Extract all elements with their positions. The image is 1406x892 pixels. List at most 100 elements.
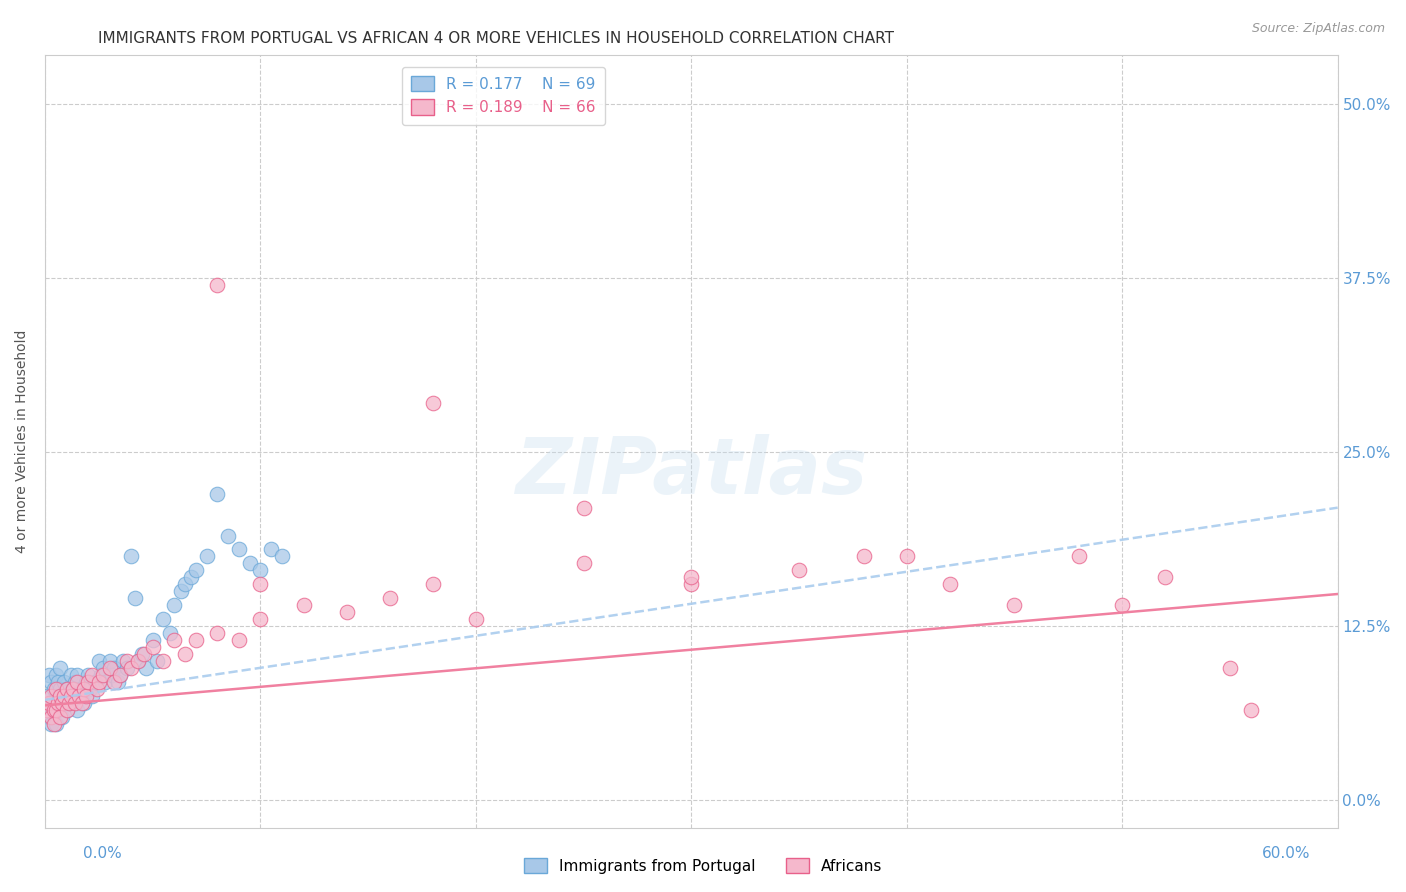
Point xyxy=(572,500,595,515)
Point xyxy=(127,654,149,668)
Point xyxy=(42,681,65,696)
Point xyxy=(51,689,73,703)
Point xyxy=(1154,570,1177,584)
Point xyxy=(896,549,918,564)
Point xyxy=(127,654,149,668)
Point xyxy=(336,605,359,619)
Point xyxy=(249,563,271,577)
Point xyxy=(37,702,59,716)
Point xyxy=(62,681,84,696)
Point xyxy=(110,667,132,681)
Point xyxy=(46,696,69,710)
Point xyxy=(228,632,250,647)
Point xyxy=(91,661,114,675)
Point xyxy=(422,396,444,410)
Point xyxy=(94,674,117,689)
Point xyxy=(69,689,91,703)
Point xyxy=(79,681,101,696)
Point xyxy=(1240,702,1263,716)
Point xyxy=(87,674,110,689)
Point xyxy=(681,570,703,584)
Point xyxy=(45,696,67,710)
Point xyxy=(87,654,110,668)
Point xyxy=(110,667,132,681)
Point xyxy=(45,681,67,696)
Point xyxy=(184,563,207,577)
Point xyxy=(41,674,63,689)
Point xyxy=(45,716,67,731)
Point xyxy=(103,674,125,689)
Point xyxy=(159,626,181,640)
Point xyxy=(422,577,444,591)
Point xyxy=(207,277,229,292)
Point xyxy=(37,689,59,703)
Text: 0.0%: 0.0% xyxy=(83,847,122,861)
Point xyxy=(217,528,239,542)
Point xyxy=(142,632,165,647)
Text: Source: ZipAtlas.com: Source: ZipAtlas.com xyxy=(1251,22,1385,36)
Point xyxy=(111,654,134,668)
Point xyxy=(271,549,294,564)
Point xyxy=(1069,549,1091,564)
Point xyxy=(59,667,82,681)
Point xyxy=(41,716,63,731)
Point xyxy=(1004,598,1026,612)
Point xyxy=(55,702,77,716)
Point xyxy=(42,716,65,731)
Point xyxy=(58,696,80,710)
Point xyxy=(38,696,60,710)
Point xyxy=(55,681,77,696)
Point xyxy=(464,612,486,626)
Point xyxy=(131,647,153,661)
Point xyxy=(73,681,96,696)
Point xyxy=(77,674,100,689)
Point xyxy=(98,661,121,675)
Point xyxy=(90,667,112,681)
Point xyxy=(59,689,82,703)
Point xyxy=(132,647,155,661)
Text: IMMIGRANTS FROM PORTUGAL VS AFRICAN 4 OR MORE VEHICLES IN HOUSEHOLD CORRELATION : IMMIGRANTS FROM PORTUGAL VS AFRICAN 4 OR… xyxy=(98,31,894,46)
Point xyxy=(75,674,97,689)
Point xyxy=(207,626,229,640)
Point xyxy=(249,612,271,626)
Point xyxy=(107,674,129,689)
Point xyxy=(55,681,77,696)
Point xyxy=(49,661,72,675)
Legend: R = 0.177    N = 69, R = 0.189    N = 66: R = 0.177 N = 69, R = 0.189 N = 66 xyxy=(402,67,605,125)
Point xyxy=(42,702,65,716)
Point xyxy=(152,612,174,626)
Point xyxy=(146,654,169,668)
Point xyxy=(98,654,121,668)
Point xyxy=(49,681,72,696)
Point xyxy=(83,674,105,689)
Point xyxy=(152,654,174,668)
Point xyxy=(103,661,125,675)
Point xyxy=(53,689,76,703)
Point xyxy=(939,577,962,591)
Point xyxy=(45,702,67,716)
Point xyxy=(49,709,72,723)
Point xyxy=(100,667,122,681)
Point xyxy=(174,647,197,661)
Point xyxy=(170,584,193,599)
Point xyxy=(63,674,86,689)
Point xyxy=(62,681,84,696)
Point xyxy=(41,696,63,710)
Point xyxy=(86,681,108,696)
Point xyxy=(53,696,76,710)
Point xyxy=(59,696,82,710)
Point xyxy=(58,689,80,703)
Point xyxy=(73,696,96,710)
Point xyxy=(115,654,138,668)
Point xyxy=(53,674,76,689)
Y-axis label: 4 or more Vehicles in Household: 4 or more Vehicles in Household xyxy=(15,330,30,553)
Point xyxy=(69,689,91,703)
Point xyxy=(82,667,104,681)
Point xyxy=(163,598,186,612)
Point xyxy=(66,702,89,716)
Point xyxy=(82,689,104,703)
Point xyxy=(184,632,207,647)
Point xyxy=(163,632,186,647)
Point xyxy=(124,591,146,606)
Point xyxy=(49,689,72,703)
